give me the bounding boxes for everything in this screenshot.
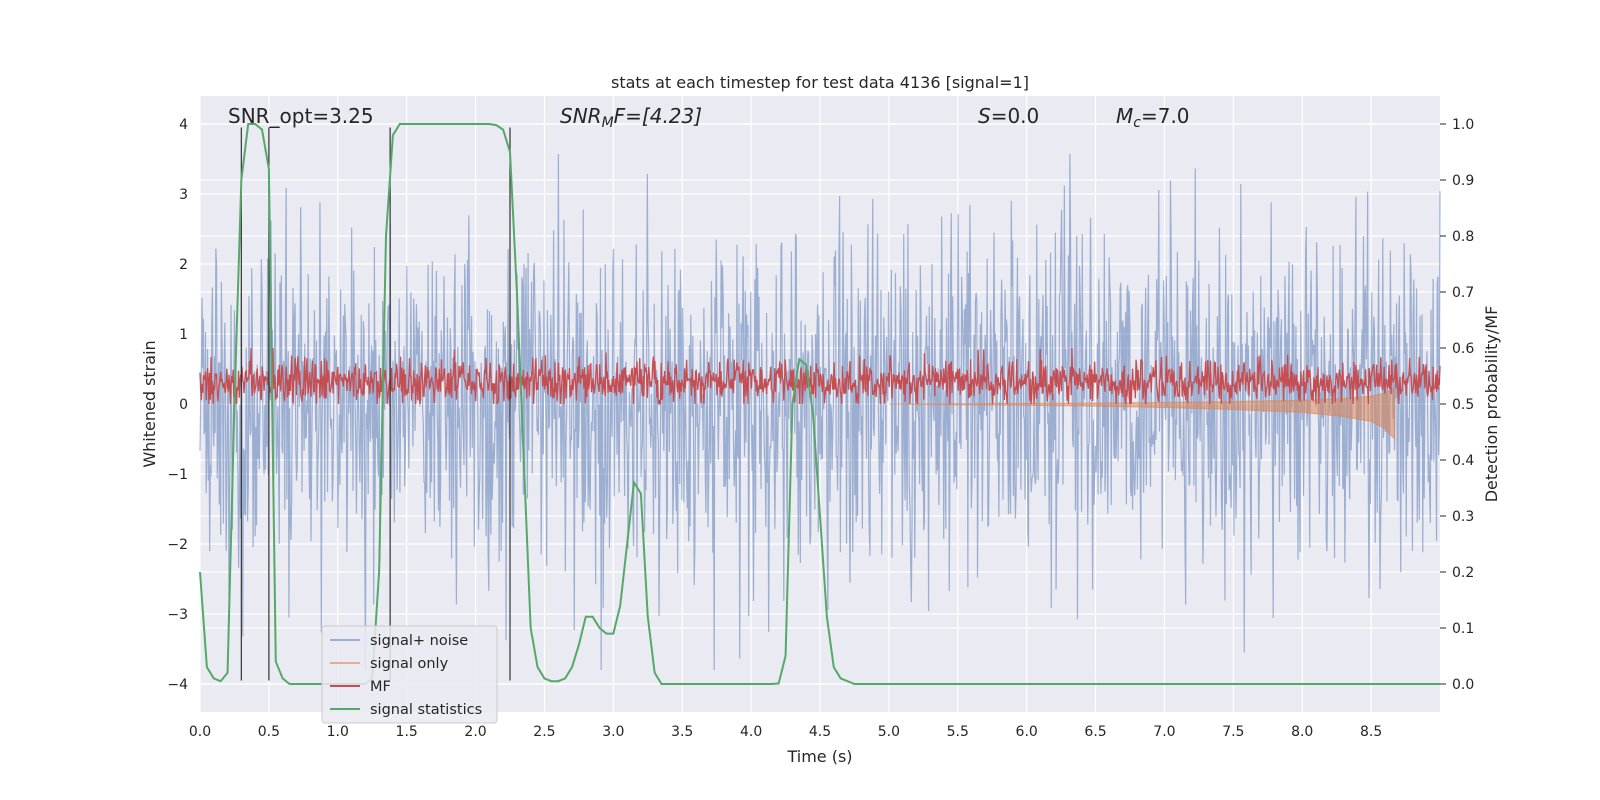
x-tick-label: 0.5 <box>258 724 280 740</box>
annotation-snr-mf: SNRMF=[4.23] <box>560 104 702 131</box>
x-tick-label: 8.0 <box>1291 724 1313 740</box>
y-tick-label: −2 <box>167 537 188 553</box>
legend-label-mf: MF <box>370 679 391 695</box>
y2-tick-label: 0.1 <box>1452 621 1474 637</box>
x-tick-label: 5.0 <box>878 724 900 740</box>
x-tick-label: 3.0 <box>602 724 624 740</box>
signal-noise-line <box>199 154 1441 671</box>
x-tick-label: 4.5 <box>809 724 831 740</box>
y2-axis-ticks: 0.0 0.1 0.2 0.3 0.4 0.5 0.6 0.7 0.8 0.9 1.0 <box>1440 117 1474 693</box>
y2-tick-label: 1.0 <box>1452 117 1474 133</box>
annotation-snr-opt: SNR_opt=3.25 <box>228 104 374 128</box>
annotation-mc-rest: =7.0 <box>1141 104 1190 128</box>
annotation-s-rest: =0.0 <box>991 104 1040 128</box>
x-tick-label: 8.5 <box>1360 724 1382 740</box>
x-tick-label: 4.0 <box>740 724 762 740</box>
y-tick-label: −4 <box>167 677 188 693</box>
annotation-mc-sub: c <box>1133 115 1141 131</box>
legend-box <box>321 625 498 724</box>
y-tick-label: 3 <box>179 187 188 203</box>
y-tick-label: 2 <box>179 257 188 273</box>
annotation-s-main: S <box>978 104 991 128</box>
x-axis-label: Time (s) <box>786 747 852 766</box>
y2-tick-label: 0.4 <box>1452 453 1474 469</box>
series-signal-only <box>888 386 1396 441</box>
legend: signal+ noise signal only MF signal stat… <box>321 625 498 724</box>
x-tick-label: 5.5 <box>947 724 969 740</box>
x-axis-ticks: 0.0 0.5 1.0 1.5 2.0 2.5 3.0 3.5 4.0 4.5 5.0 5.5 6.0 6… <box>189 724 1382 740</box>
y2-axis-label: Detection probability/MF <box>1482 306 1501 503</box>
legend-label-signal-statistics: signal statistics <box>370 702 482 718</box>
x-tick-label: 2.0 <box>464 724 486 740</box>
x-tick-label: 7.0 <box>1153 724 1175 740</box>
y2-tick-label: 0.9 <box>1452 173 1474 189</box>
y2-tick-label: 0.3 <box>1452 509 1474 525</box>
annotation-snr-mf-sub: M <box>602 115 614 131</box>
x-tick-label: 7.5 <box>1222 724 1244 740</box>
x-tick-label: 1.5 <box>396 724 418 740</box>
y-axis-label: Whitened strain <box>140 340 159 467</box>
x-tick-label: 0.0 <box>189 724 211 740</box>
x-tick-label: 6.5 <box>1084 724 1106 740</box>
x-tick-label: 3.5 <box>671 724 693 740</box>
y-tick-label: 1 <box>179 327 188 343</box>
y2-tick-label: 0.0 <box>1452 677 1474 693</box>
annotation-snr-mf-main: SNR <box>560 104 602 128</box>
y2-tick-label: 0.7 <box>1452 285 1474 301</box>
chart-title: stats at each timestep for test data 413… <box>611 73 1029 92</box>
series-signal-noise <box>199 154 1441 671</box>
y-tick-label: 0 <box>179 397 188 413</box>
legend-label-signal-noise: signal+ noise <box>370 633 468 649</box>
y2-tick-label: 0.8 <box>1452 229 1474 245</box>
annotation-mc: Mc=7.0 <box>1116 104 1190 131</box>
annotation-snr-mf-rest: F=[4.23] <box>614 104 702 128</box>
y-tick-label: 4 <box>179 117 188 133</box>
annotation-s: S=0.0 <box>978 104 1039 128</box>
y2-tick-label: 0.2 <box>1452 565 1474 581</box>
series-mf <box>199 347 1441 406</box>
y-tick-label: −3 <box>167 607 188 623</box>
y-tick-label: −1 <box>167 467 188 483</box>
x-tick-label: 1.0 <box>327 724 349 740</box>
annotation-mc-main: M <box>1116 104 1133 128</box>
y2-tick-label: 0.6 <box>1452 341 1474 357</box>
x-tick-label: 6.0 <box>1016 724 1038 740</box>
x-tick-label: 2.5 <box>533 724 555 740</box>
y2-tick-label: 0.5 <box>1452 397 1474 413</box>
y-axis-ticks: −4 −3 −2 −1 0 1 2 3 4 <box>167 117 188 693</box>
mf-line <box>199 347 1441 406</box>
signal-only-line <box>888 386 1396 441</box>
legend-label-signal-only: signal only <box>370 656 449 672</box>
